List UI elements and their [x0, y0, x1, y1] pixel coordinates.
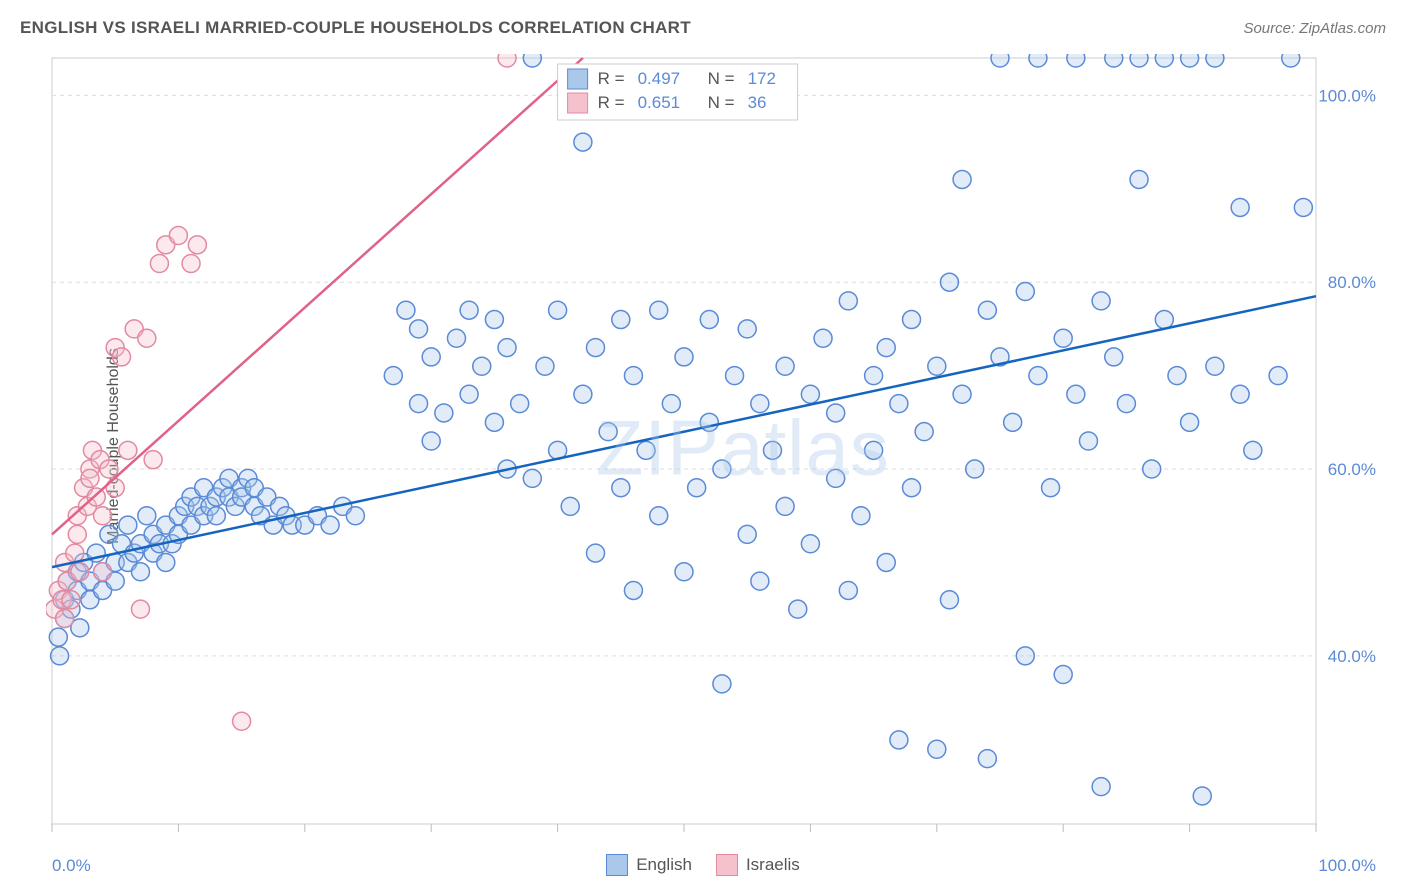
legend-item-israelis: Israelis [716, 854, 800, 876]
svg-text:R =: R = [598, 93, 625, 112]
svg-text:R =: R = [598, 69, 625, 88]
svg-text:40.0%: 40.0% [1328, 647, 1376, 666]
page-title: ENGLISH VS ISRAELI MARRIED-COUPLE HOUSEH… [20, 18, 691, 38]
svg-text:60.0%: 60.0% [1328, 460, 1376, 479]
legend-label: English [636, 855, 692, 875]
scatter-chart: 40.0% 60.0% 80.0% 100.0% R = 0.497 N = 172 R = 0.… [46, 54, 1386, 842]
chart-container: 40.0% 60.0% 80.0% 100.0% R = 0.497 N = 172 R = 0.… [46, 54, 1386, 842]
svg-text:0.497: 0.497 [638, 69, 681, 88]
legend-swatch-israelis [716, 854, 738, 876]
legend-item-english: English [606, 854, 692, 876]
svg-text:N =: N = [708, 93, 735, 112]
svg-text:80.0%: 80.0% [1328, 273, 1376, 292]
source-credit: Source: ZipAtlas.com [1243, 20, 1386, 37]
svg-text:100.0%: 100.0% [1318, 86, 1376, 105]
svg-text:172: 172 [748, 69, 776, 88]
legend-label: Israelis [746, 855, 800, 875]
svg-text:0.651: 0.651 [638, 93, 681, 112]
svg-text:N =: N = [708, 69, 735, 88]
svg-text:36: 36 [748, 93, 767, 112]
legend: English Israelis [0, 854, 1406, 876]
legend-swatch-english [606, 854, 628, 876]
